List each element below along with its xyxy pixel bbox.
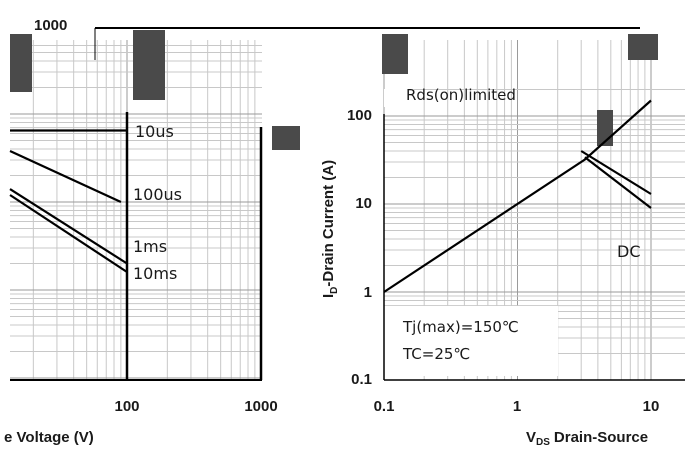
right-chart-curves <box>383 99 652 293</box>
left-series-label: 10us <box>135 122 174 141</box>
right-x-tick: 1 <box>513 398 521 415</box>
right-y-tick: 100 <box>347 107 372 124</box>
x-axis-symbol: V <box>526 429 536 446</box>
right-y-axis-title: ID-Drain Current (A) <box>320 160 340 298</box>
left-series-label: 1ms <box>133 237 167 256</box>
right-series-line-3 <box>584 156 652 209</box>
right-series-line-2 <box>580 150 652 195</box>
y-axis-subscript: D <box>329 287 340 294</box>
dc-series-label: DC <box>617 242 641 261</box>
left-chart: 1000 100 1000 e Voltage (V) 10us 100us 1… <box>4 17 640 446</box>
right-x-tick: 10 <box>643 398 660 415</box>
artifact-block <box>10 34 32 92</box>
x-axis-text: Drain-Source <box>554 429 648 446</box>
rds-on-limited-annotation: Rds(on)limited <box>406 86 516 104</box>
left-x-tick: 1000 <box>244 398 277 415</box>
right-y-tick: 0.1 <box>351 371 372 388</box>
right-x-axis-title: VDS Drain-Source <box>526 429 648 448</box>
left-series-label: 10ms <box>133 264 177 283</box>
artifact-block <box>133 30 165 100</box>
left-series-line-3 <box>9 188 128 265</box>
x-axis-subscript: DS <box>536 437 550 448</box>
label-backdrop <box>384 89 414 107</box>
artifact-block <box>272 126 300 150</box>
tj-max-annotation: Tj(max)=150℃ <box>402 318 519 336</box>
left-series-line-4 <box>9 194 128 273</box>
artifact-block <box>628 34 658 60</box>
left-chart-grid <box>10 40 262 380</box>
y-axis-symbol: I <box>320 294 337 298</box>
right-series-line-1 <box>383 99 652 293</box>
right-y-tick: 1 <box>364 284 372 301</box>
tc-annotation: TC=25℃ <box>402 345 470 363</box>
right-y-tick: 10 <box>355 195 372 212</box>
artifact-block <box>382 34 408 74</box>
right-chart: 100 10 1 0.1 0.1 1 10 ID-Drain Current (… <box>320 34 685 448</box>
left-x-tick: 100 <box>114 398 139 415</box>
right-x-tick: 0.1 <box>374 398 395 415</box>
left-x-axis-title: e Voltage (V) <box>4 429 94 446</box>
left-y-tick: 1000 <box>34 17 67 34</box>
note-backdrop <box>380 306 558 376</box>
y-axis-text: -Drain Current (A) <box>320 160 337 287</box>
left-series-label: 100us <box>133 185 182 204</box>
left-chart-curves <box>9 129 128 273</box>
left-series-line-2 <box>9 150 122 203</box>
